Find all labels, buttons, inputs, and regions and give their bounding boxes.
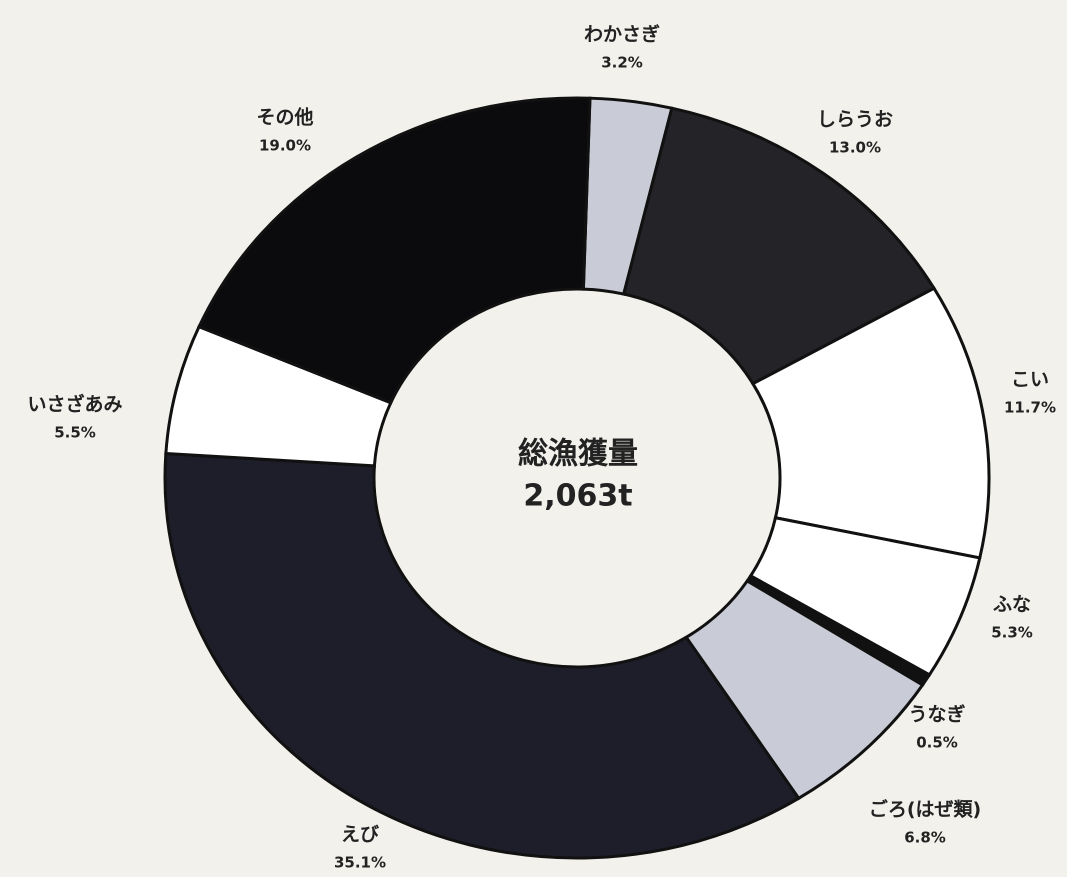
value-label: 13.0% (829, 139, 881, 157)
slice-label: しらうお (817, 109, 893, 131)
value-label: 5.3% (991, 624, 1033, 642)
slice-label: うなぎ (908, 703, 965, 726)
slice-label: いさざあみ (27, 393, 122, 416)
slice (621, 106, 937, 386)
value-label: 3.2% (601, 54, 643, 72)
value-label: 19.0% (259, 137, 311, 155)
slice-label: わかさぎ (584, 23, 660, 46)
slice-label: その他 (256, 106, 313, 129)
slice (750, 286, 991, 560)
value-label: 6.8% (904, 829, 946, 847)
value-label: 5.5% (54, 424, 96, 442)
center-value: 2,063t (523, 479, 632, 514)
slice (197, 96, 592, 405)
value-label: 11.7% (1004, 399, 1056, 417)
slice-label: ふな (993, 594, 1031, 616)
slice-label: ごろ(はぜ類) (869, 798, 981, 821)
slice (163, 451, 801, 860)
slice-label: こい (1011, 369, 1049, 391)
slice-label: えび (341, 824, 379, 846)
donut (163, 96, 991, 860)
value-label: 35.1% (334, 854, 386, 872)
value-label: 0.5% (916, 734, 958, 752)
center-label: 総漁獲量 (518, 437, 638, 472)
